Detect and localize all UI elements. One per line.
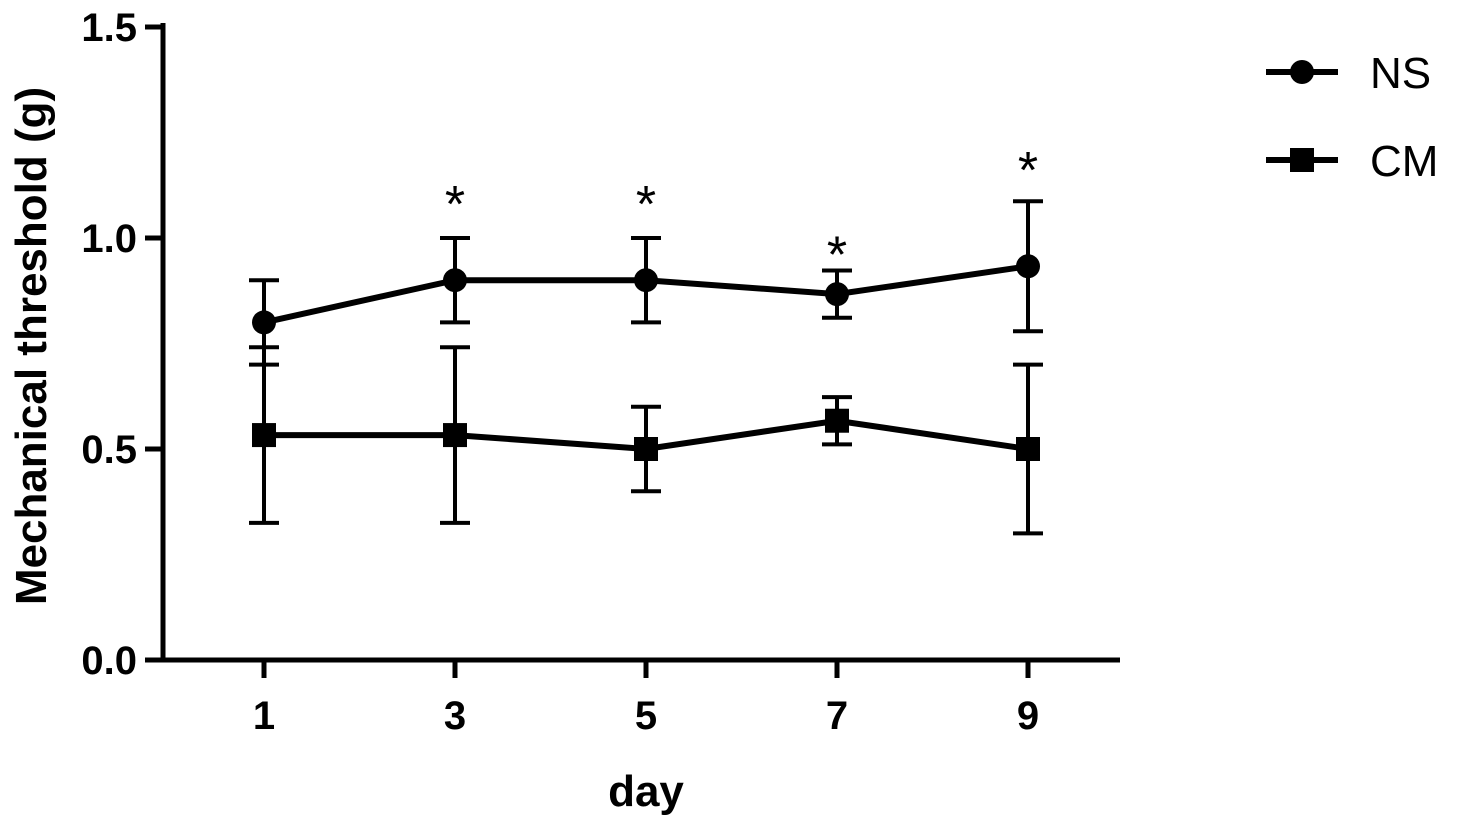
legend-label: CM	[1370, 137, 1438, 186]
x-tick-label: 5	[635, 694, 657, 738]
legend-marker	[1290, 60, 1314, 84]
data-point	[252, 310, 276, 335]
x-tick-label: 7	[826, 694, 848, 738]
data-point	[252, 423, 276, 448]
y-tick-label: 1.5	[81, 6, 137, 50]
x-tick-label: 3	[444, 694, 466, 738]
y-tick-label: 1.0	[81, 217, 137, 261]
data-point	[443, 268, 467, 293]
significance-marker: *	[1018, 142, 1038, 200]
legend-entry-ns: NS	[1266, 49, 1431, 98]
y-tick-label: 0.5	[81, 428, 137, 472]
x-axis-title: day	[608, 767, 684, 816]
axes: 0.0 0.5 1.0 1.5 1 3 5 7 9	[81, 6, 1120, 738]
data-point	[825, 408, 849, 433]
y-tick-label: 0.0	[81, 639, 137, 683]
significance-marker: *	[827, 226, 847, 284]
data-point	[1016, 437, 1040, 461]
annotation-layer: * * * *	[445, 142, 1038, 284]
series-layer	[249, 199, 1043, 536]
significance-marker: *	[445, 176, 465, 234]
y-axis-title: Mechanical threshold (g)	[7, 87, 56, 605]
data-point	[443, 423, 467, 448]
series-cm	[249, 345, 1043, 536]
legend-entry-cm: CM	[1266, 137, 1438, 186]
legend-marker	[1290, 148, 1314, 172]
data-point	[1016, 254, 1040, 279]
data-point	[634, 437, 658, 461]
significance-marker: *	[636, 176, 656, 234]
data-point	[634, 268, 658, 293]
data-point	[825, 282, 849, 307]
legend: NS CM	[1266, 49, 1438, 186]
x-tick-label: 1	[253, 694, 275, 738]
legend-label: NS	[1370, 49, 1431, 98]
series-ns	[249, 199, 1043, 367]
x-tick-label: 9	[1017, 694, 1039, 738]
